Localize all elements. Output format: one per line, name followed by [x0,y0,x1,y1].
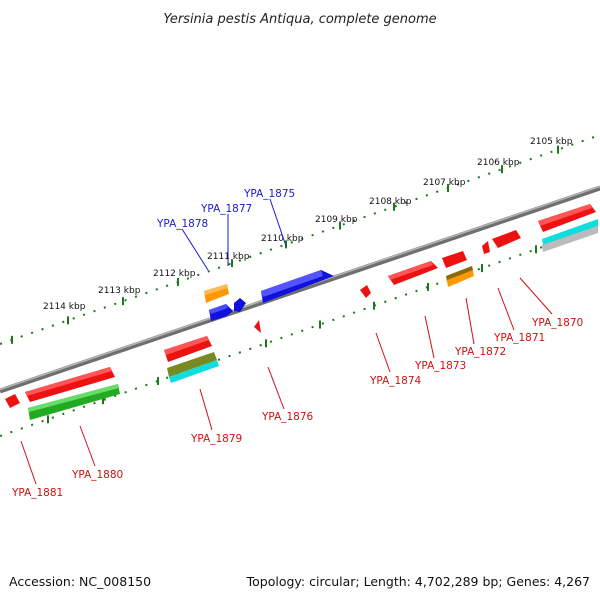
scale-label-2106: 2106 kbp [477,158,520,168]
gene-label-ypa-1872[interactable]: YPA_1872 [454,346,506,358]
gene-label-ypa-1877[interactable]: YPA_1877 [200,203,252,215]
gene-ypa-1880[interactable] [25,367,120,420]
reverse-features [5,204,598,420]
scale-label-2110: 2110 kbp [261,234,304,244]
gene-ypa-1876[interactable] [254,320,261,333]
gene-ypa-1875[interactable] [261,270,334,303]
gene-label-ypa-1875[interactable]: YPA_1875 [243,188,295,200]
gene-ypa-1878[interactable] [209,304,233,321]
gene-label-ypa-1873[interactable]: YPA_1873 [414,360,466,372]
gene-label-ypa-1881[interactable]: YPA_1881 [11,487,63,499]
inner-tick-track [0,226,600,437]
scale-label-2113: 2113 kbp [98,286,141,296]
gene-label-ypa-1870[interactable]: YPA_1870 [531,317,583,329]
gene-labels: YPA_1875 YPA_1877 YPA_1878 YPA_1870 YPA_… [11,188,583,499]
orange-feature [204,284,229,303]
scale-label-2114: 2114 kbp [43,302,86,312]
map-title: Yersinia pestis Antiqua, complete genome [163,12,436,27]
outer-tick-track [0,134,600,345]
gene-ypa-1881[interactable] [5,394,20,408]
gene-ypa-1874[interactable] [360,285,371,298]
scale-label-2112: 2112 kbp [153,269,196,279]
scale-label-2105: 2105 kbp [530,137,573,147]
gene-ypa-1870[interactable] [538,204,598,252]
gene-label-ypa-1874[interactable]: YPA_1874 [369,375,422,387]
leader-lines [20,198,553,485]
gene-label-ypa-1880[interactable]: YPA_1880 [71,469,123,481]
gene-ypa-1872[interactable] [442,251,474,287]
scale-label-2109: 2109 kbp [315,215,358,225]
forward-features [204,270,334,321]
gene-ypa-1879[interactable] [164,336,219,383]
gene-ypa-1873[interactable] [388,261,438,285]
gene-ypa-1871[interactable] [482,230,521,254]
gene-label-ypa-1879[interactable]: YPA_1879 [190,433,242,445]
scale-label-2108: 2108 kbp [369,197,412,207]
gene-label-ypa-1876[interactable]: YPA_1876 [261,411,314,423]
scale-label-2107: 2107 kbp [423,178,466,188]
gene-label-ypa-1871[interactable]: YPA_1871 [493,332,545,344]
gene-ypa-1877[interactable] [234,298,246,312]
gene-label-ypa-1878[interactable]: YPA_1878 [156,218,208,230]
accession-text: Accession: NC_008150 [9,574,151,589]
genome-summary-text: Topology: circular; Length: 4,702,289 bp… [246,574,590,589]
